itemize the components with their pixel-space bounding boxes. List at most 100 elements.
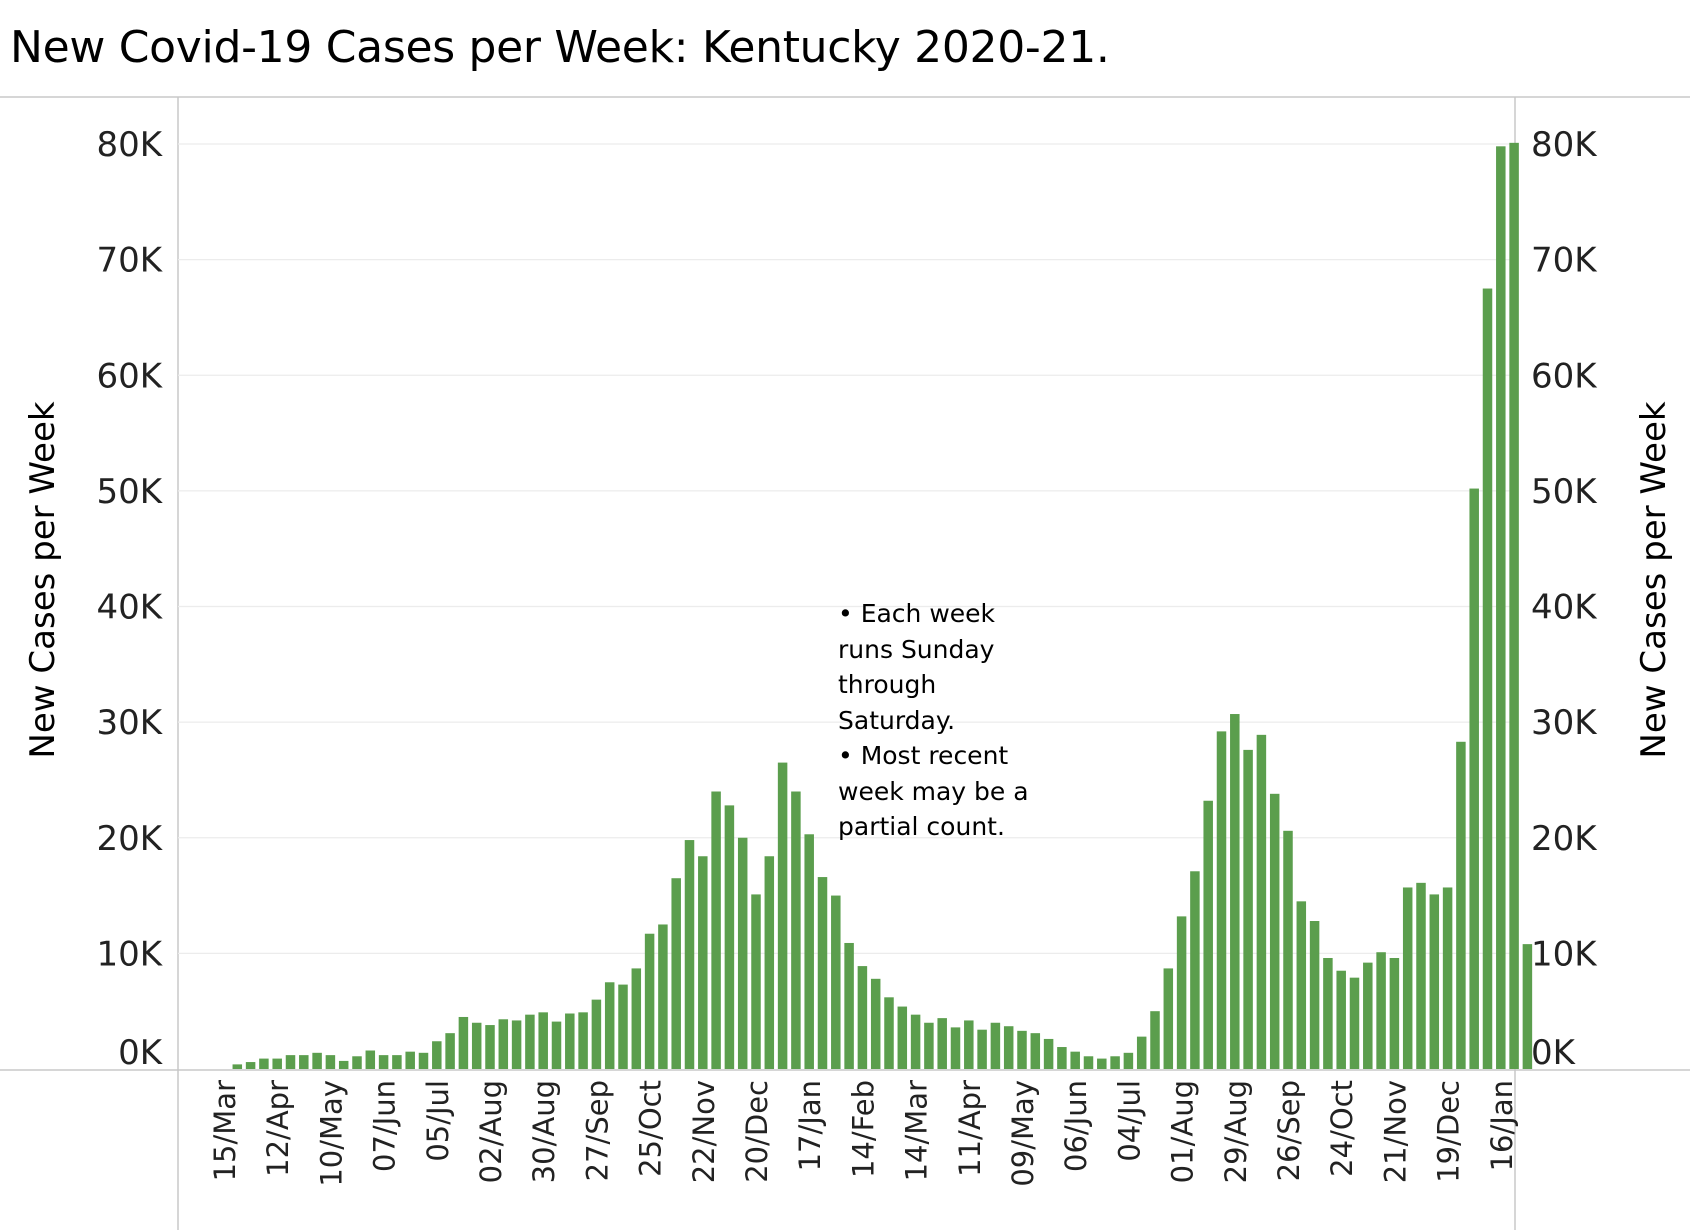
bar bbox=[1496, 146, 1506, 1069]
bar bbox=[897, 1006, 908, 1069]
bar bbox=[1349, 977, 1360, 1069]
bar bbox=[1309, 921, 1320, 1069]
bar bbox=[698, 856, 708, 1069]
bar bbox=[924, 1022, 934, 1069]
y-tick-label: 30K bbox=[96, 703, 163, 743]
y-tick-label: 70K bbox=[1531, 241, 1598, 281]
bar bbox=[1416, 882, 1426, 1069]
bar bbox=[245, 1062, 256, 1069]
x-tick-label: 02/Aug bbox=[474, 1080, 508, 1183]
bar bbox=[644, 933, 655, 1069]
bar bbox=[1230, 714, 1240, 1069]
y-tick-label: 60K bbox=[96, 356, 163, 396]
x-tick-label: 10/May bbox=[314, 1080, 348, 1187]
x-tick-label: 25/Oct bbox=[634, 1080, 668, 1177]
bar bbox=[1456, 741, 1466, 1069]
bar bbox=[1150, 1011, 1160, 1069]
bar bbox=[338, 1060, 349, 1069]
bar bbox=[445, 1033, 455, 1069]
bar bbox=[1110, 1056, 1120, 1069]
x-tick-label: 19/Dec bbox=[1432, 1080, 1466, 1183]
y-tick-label: 20K bbox=[1531, 819, 1598, 859]
bar bbox=[844, 942, 854, 1069]
x-tick-label: 24/Oct bbox=[1325, 1080, 1359, 1177]
y-axis-right: 0K 10K 20K 30K 40K 50K 60K 70K 80K bbox=[1531, 125, 1598, 1073]
y-tick-label: 80K bbox=[96, 125, 163, 165]
bar bbox=[1323, 958, 1333, 1069]
x-tick-label: 05/Jul bbox=[421, 1080, 455, 1162]
bar bbox=[684, 840, 695, 1069]
bar bbox=[937, 1018, 947, 1070]
bar bbox=[1402, 887, 1413, 1069]
x-tick-label: 09/May bbox=[1006, 1080, 1040, 1187]
bar bbox=[950, 1027, 961, 1070]
bar bbox=[1057, 1047, 1067, 1069]
y-axis-left: 0K 10K 20K 30K 40K 50K 60K 70K 80K bbox=[96, 125, 163, 1073]
y-tick-label: 30K bbox=[1531, 703, 1598, 743]
bar bbox=[551, 1021, 562, 1069]
bar bbox=[1269, 793, 1280, 1069]
bar bbox=[432, 1041, 442, 1069]
bar bbox=[990, 1022, 1001, 1069]
bar bbox=[1509, 142, 1519, 1070]
bar bbox=[511, 1020, 522, 1069]
bar bbox=[1256, 734, 1267, 1069]
bar bbox=[538, 1012, 548, 1069]
bar bbox=[1123, 1052, 1134, 1069]
bar bbox=[365, 1050, 376, 1069]
y-tick-label: 40K bbox=[96, 588, 163, 628]
bar bbox=[1283, 830, 1293, 1069]
bar bbox=[485, 1025, 495, 1069]
bar bbox=[418, 1052, 429, 1069]
bar bbox=[791, 791, 801, 1069]
x-tick-label: 12/Apr bbox=[261, 1080, 295, 1177]
bar bbox=[591, 999, 602, 1070]
x-axis: 15/Mar 12/Apr 10/May 07/Jun 05/Jul 02/Aug 30/A… bbox=[208, 1080, 1519, 1187]
bar bbox=[1469, 488, 1479, 1069]
y-tick-label: 0K bbox=[1531, 1033, 1577, 1073]
bar bbox=[711, 791, 721, 1069]
bar bbox=[831, 895, 841, 1069]
x-tick-label: 26/Sep bbox=[1272, 1080, 1306, 1181]
bar bbox=[312, 1052, 322, 1069]
bar bbox=[817, 877, 828, 1069]
bar bbox=[352, 1056, 362, 1069]
y-tick-label: 40K bbox=[1531, 588, 1598, 628]
x-tick-label: 14/Mar bbox=[900, 1080, 934, 1181]
bar bbox=[604, 982, 615, 1069]
bar bbox=[325, 1055, 336, 1070]
x-tick-label: 16/Jan bbox=[1485, 1080, 1519, 1171]
bar bbox=[1043, 1038, 1054, 1069]
bar bbox=[378, 1055, 389, 1070]
bar bbox=[1363, 962, 1373, 1070]
bar bbox=[1083, 1056, 1094, 1069]
bar bbox=[777, 762, 788, 1069]
bar bbox=[1336, 970, 1346, 1069]
bar bbox=[857, 966, 868, 1069]
bar bbox=[870, 978, 881, 1069]
bar bbox=[1003, 1026, 1014, 1069]
bar bbox=[671, 878, 681, 1069]
y-axis-label-left: New Cases per Week bbox=[23, 401, 63, 758]
y-tick-label: 70K bbox=[96, 241, 163, 281]
bar bbox=[471, 1022, 482, 1069]
bar bbox=[751, 894, 761, 1069]
bar bbox=[764, 856, 775, 1069]
x-tick-label: 06/Jun bbox=[1059, 1080, 1093, 1172]
bar bbox=[1097, 1058, 1107, 1069]
bar bbox=[1203, 800, 1213, 1069]
bar bbox=[1190, 871, 1200, 1069]
bar bbox=[1030, 1033, 1041, 1069]
bar bbox=[232, 1064, 243, 1070]
bar bbox=[392, 1055, 402, 1070]
x-tick-label: 20/Dec bbox=[740, 1080, 774, 1183]
y-tick-label: 60K bbox=[1531, 356, 1598, 396]
x-tick-label: 17/Jan bbox=[793, 1080, 827, 1171]
bar bbox=[458, 1016, 469, 1069]
y-tick-label: 10K bbox=[96, 934, 163, 974]
bar bbox=[272, 1058, 282, 1069]
y-axis-label-right: New Cases per Week bbox=[1634, 401, 1674, 758]
bar bbox=[1296, 901, 1307, 1069]
bar bbox=[631, 968, 642, 1069]
bar bbox=[1522, 944, 1533, 1070]
